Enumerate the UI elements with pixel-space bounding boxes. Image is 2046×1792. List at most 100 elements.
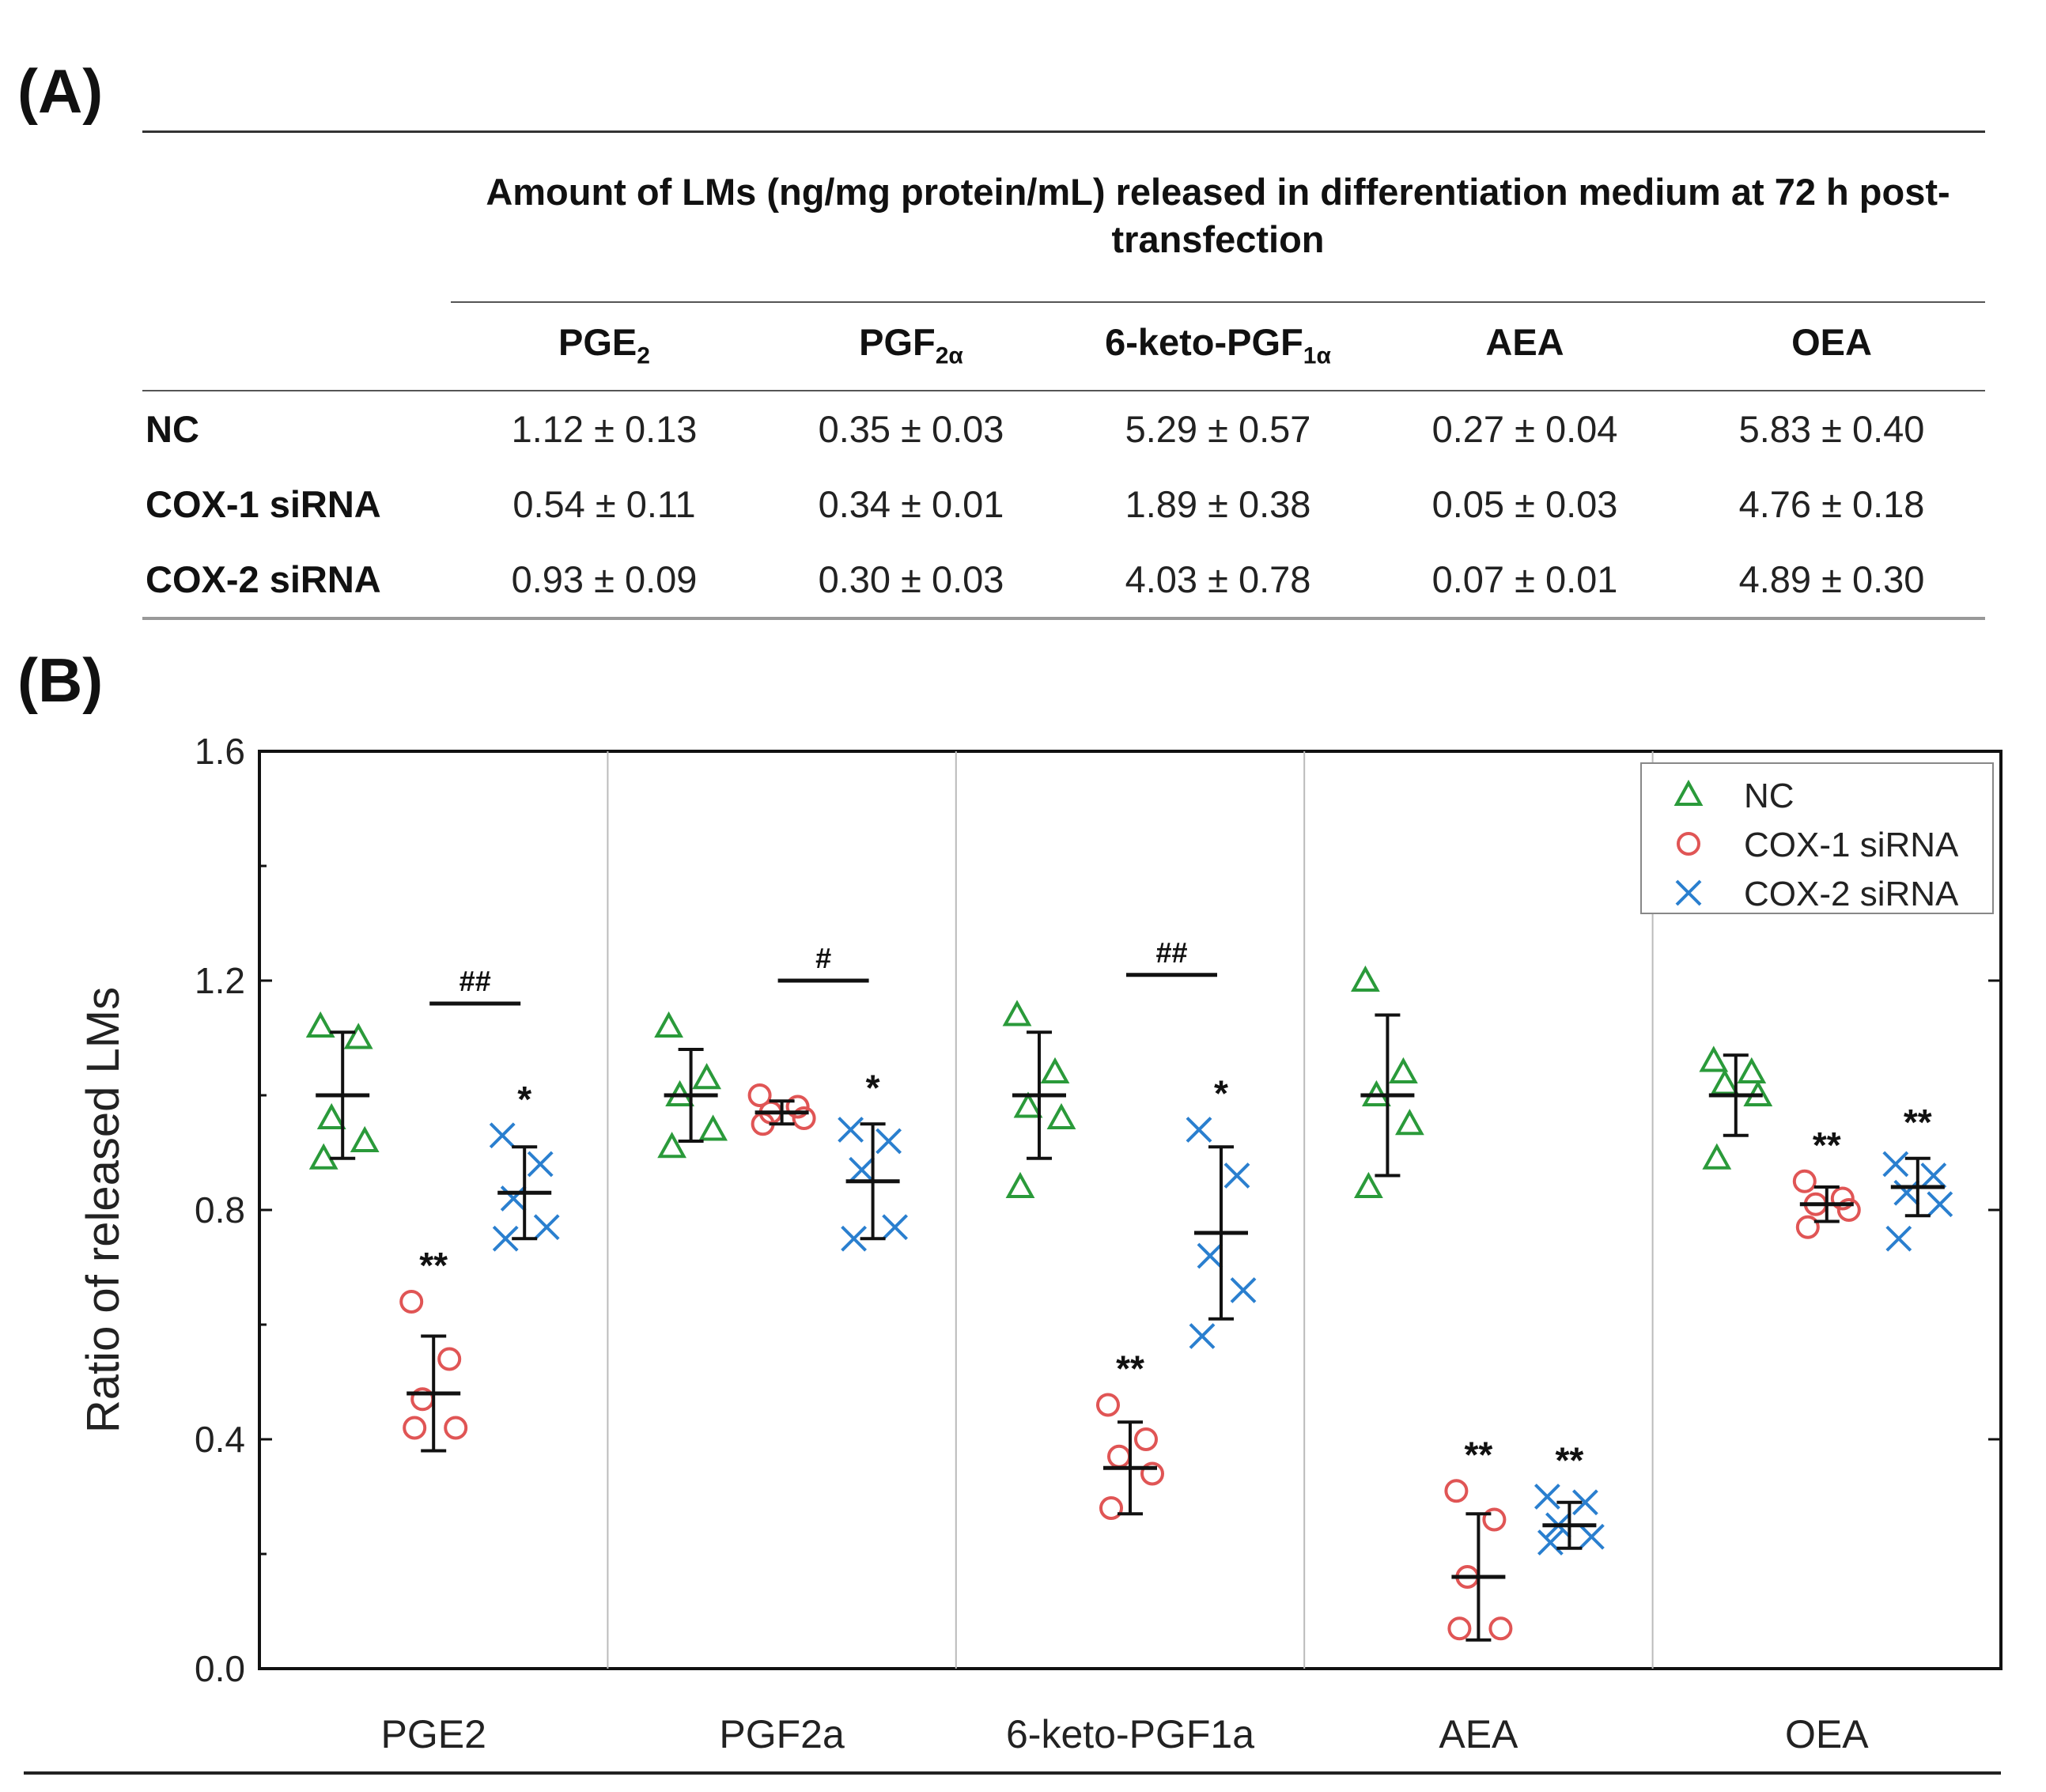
table-cell: 0.30 ± 0.03 <box>758 542 1065 621</box>
data-point <box>444 1416 468 1440</box>
table-cell: 1.89 ± 0.38 <box>1125 483 1311 526</box>
table-cell: 0.07 ± 0.01 <box>1371 542 1678 621</box>
data-point <box>657 1132 686 1159</box>
data-point <box>1351 965 1380 992</box>
data-point <box>1920 1163 1947 1189</box>
data-point <box>1230 1277 1257 1303</box>
column-header-text: OEA <box>1791 321 1872 363</box>
data-point <box>305 1011 335 1038</box>
data-point <box>1186 1117 1212 1143</box>
data-point <box>1537 1529 1564 1556</box>
data-point <box>1534 1484 1560 1510</box>
column-header-subscript: 2 <box>637 342 650 369</box>
data-point <box>882 1214 909 1241</box>
data-point <box>1354 1171 1383 1198</box>
data-point <box>654 1011 683 1038</box>
data-point <box>1013 1091 1043 1118</box>
data-point <box>1447 1616 1472 1641</box>
data-point <box>1571 1489 1598 1516</box>
column-header: AEA <box>1371 301 1678 391</box>
significance-marker: * <box>1214 1073 1228 1114</box>
data-point <box>1395 1109 1424 1136</box>
y-axis-label: Ratio of released LMs <box>78 987 129 1433</box>
data-point <box>1792 1169 1817 1193</box>
data-point <box>1737 1057 1767 1083</box>
data-point <box>1699 1045 1729 1072</box>
comparison-marker: ## <box>1155 936 1187 969</box>
legend-label: COX-1 siRNA <box>1744 826 1959 864</box>
data-point <box>1927 1191 1953 1218</box>
data-point <box>527 1151 554 1178</box>
data-point <box>1040 1057 1070 1083</box>
table-cell: 4.76 ± 0.18 <box>1738 483 1925 526</box>
data-point <box>1223 1163 1250 1189</box>
table-cell: 0.54 ± 0.11 <box>512 483 696 526</box>
significance-marker: ** <box>1904 1102 1932 1143</box>
significance-marker: * <box>517 1079 531 1120</box>
data-point <box>489 1122 516 1149</box>
x-category-label: OEA <box>1785 1712 1869 1756</box>
legend-box <box>1640 762 1994 914</box>
y-tick-label: 1.6 <box>195 731 245 772</box>
table-cell: 1.12 ± 0.13 <box>451 390 758 467</box>
data-point <box>841 1225 868 1252</box>
data-point <box>1197 1242 1223 1269</box>
data-point <box>1578 1523 1605 1550</box>
data-point <box>308 1143 338 1170</box>
data-point <box>492 1225 519 1252</box>
data-point <box>1005 1171 1035 1198</box>
data-point <box>1140 1461 1164 1486</box>
data-point <box>1795 1215 1820 1239</box>
lm-amount-table: Amount of LMs (ng/mg protein/mL) release… <box>142 130 1985 621</box>
significance-marker: ** <box>1464 1434 1492 1475</box>
table-header-row: PGE2 PGF2α 6-keto-PGF1α AEA OEA <box>142 301 1985 391</box>
table-cell: 0.27 ± 0.04 <box>1371 390 1678 467</box>
table-header-corner <box>142 302 451 391</box>
table-cell: 0.34 ± 0.01 <box>818 483 1004 526</box>
column-header-text: PGE <box>558 321 637 363</box>
data-point <box>698 1114 728 1141</box>
significance-marker: ** <box>1116 1348 1144 1389</box>
data-point <box>1882 1151 1909 1178</box>
data-point <box>876 1128 902 1155</box>
data-point <box>437 1347 462 1371</box>
legend-marker <box>1675 879 1702 906</box>
data-point <box>1107 1444 1131 1469</box>
column-header-text: 6-keto-PGF <box>1105 321 1303 363</box>
legend-label: COX-2 siRNA <box>1744 875 1959 913</box>
panel-a-label: (A) <box>17 56 104 126</box>
significance-marker: ** <box>1555 1440 1583 1481</box>
table-cell: 0.93 ± 0.09 <box>451 542 758 621</box>
table-corner-cell <box>142 130 451 302</box>
comparison-marker: # <box>815 942 831 974</box>
legend-marker <box>1677 832 1700 856</box>
x-category-label: PGE2 <box>380 1712 486 1756</box>
data-point <box>403 1416 427 1440</box>
column-header: PGE2 <box>451 301 758 391</box>
data-point <box>350 1125 380 1152</box>
y-tick-label: 0.8 <box>195 1189 245 1231</box>
y-tick-label: 1.2 <box>195 960 245 1001</box>
data-point <box>785 1094 810 1119</box>
column-header-text: PGF <box>859 321 936 363</box>
data-point <box>1488 1616 1513 1641</box>
x-category-label: AEA <box>1439 1712 1518 1756</box>
column-header-subscript: 1α <box>1303 342 1331 369</box>
data-point <box>1444 1479 1469 1503</box>
column-header: PGF2α <box>758 301 1065 391</box>
x-category-label: PGF2a <box>719 1712 845 1756</box>
data-point <box>849 1156 876 1183</box>
significance-marker: ** <box>1813 1125 1841 1166</box>
comparison-marker: ## <box>459 965 491 997</box>
data-point <box>316 1102 346 1129</box>
table-row: COX-1 siRNA 0.54 ± 0.11 0.34 ± 0.01 1.89… <box>142 467 1985 542</box>
row-label: NC <box>142 390 451 467</box>
table-cell: 4.03 ± 0.78 <box>1065 542 1371 621</box>
data-point <box>1482 1507 1507 1532</box>
data-point <box>1099 1496 1123 1520</box>
data-point <box>1830 1186 1855 1211</box>
significance-marker: * <box>866 1067 880 1108</box>
data-point <box>1836 1198 1861 1222</box>
data-point <box>343 1023 373 1049</box>
data-point <box>1189 1323 1216 1349</box>
